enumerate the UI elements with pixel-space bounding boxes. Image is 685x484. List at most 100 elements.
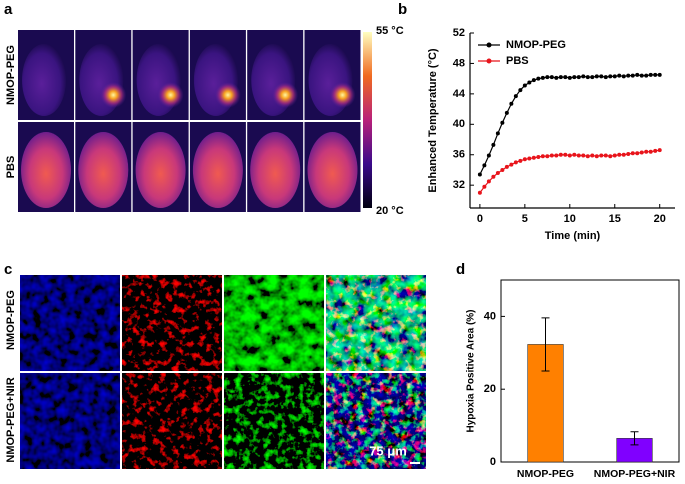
panel-label: b — [398, 1, 407, 18]
thermal-body — [135, 132, 186, 208]
point — [522, 157, 527, 162]
scale-bar — [410, 462, 420, 464]
point — [603, 153, 608, 158]
point — [590, 75, 595, 80]
point — [549, 153, 554, 158]
panel-label: a — [4, 1, 13, 18]
y-tick-label: 36 — [453, 149, 465, 161]
point — [639, 73, 644, 78]
point — [603, 75, 608, 80]
point — [608, 154, 613, 159]
fluorescence-signal — [326, 275, 426, 371]
thermal-body — [307, 132, 358, 208]
point — [639, 150, 644, 155]
point — [495, 171, 500, 175]
point — [491, 142, 496, 147]
point — [626, 151, 631, 156]
point — [482, 184, 487, 189]
fluorescence-signal — [122, 275, 222, 371]
point — [509, 162, 514, 167]
panel-label: d — [456, 261, 465, 278]
point — [648, 72, 653, 77]
scale-bar-label: 75 μm — [369, 443, 407, 458]
panel-label: c — [4, 261, 12, 278]
point — [504, 110, 509, 115]
point — [531, 155, 536, 160]
point — [621, 152, 626, 157]
point — [540, 75, 545, 80]
point — [531, 78, 536, 83]
fluorescence-signal — [224, 373, 324, 469]
point — [657, 72, 662, 77]
point — [635, 72, 640, 77]
point — [558, 75, 563, 80]
point — [617, 73, 622, 78]
y-tick-label: 0 — [490, 456, 496, 468]
point — [536, 155, 541, 160]
point — [545, 75, 550, 80]
point — [536, 76, 541, 81]
point — [644, 73, 649, 78]
legend-marker — [486, 42, 492, 48]
point — [495, 131, 500, 136]
y-tick-label: 40 — [453, 118, 465, 130]
point — [585, 75, 590, 80]
point — [576, 75, 581, 80]
point — [500, 167, 505, 172]
x-tick-label: 0 — [477, 213, 483, 225]
x-tick-label: NMOP-PEG+NIR — [594, 468, 676, 480]
error-bar — [630, 431, 639, 446]
point — [527, 156, 532, 161]
point — [491, 174, 496, 179]
point — [612, 153, 617, 158]
point — [594, 74, 599, 79]
point — [617, 152, 622, 157]
point — [540, 154, 545, 159]
point — [554, 75, 559, 80]
y-tick-label: 20 — [484, 383, 496, 395]
point — [522, 83, 527, 88]
colorbar-label: 20 °C — [376, 205, 404, 217]
thermal-body — [250, 132, 301, 208]
point — [513, 94, 518, 99]
legend-label: PBS — [506, 55, 529, 67]
thermal-body — [22, 44, 66, 116]
fluorescence-signal — [224, 275, 324, 371]
thermal-hotspot — [329, 82, 356, 108]
thermal-hotspot — [157, 82, 184, 108]
thermal-body — [192, 132, 243, 208]
point — [599, 74, 604, 79]
point — [563, 75, 568, 80]
point — [527, 80, 532, 85]
fluorescence-signal — [20, 373, 120, 469]
y-tick-label: 32 — [453, 179, 465, 191]
colorbar-label: 55 °C — [376, 25, 404, 37]
point — [585, 154, 590, 159]
point — [477, 190, 482, 195]
thermal-hotspot — [272, 82, 299, 108]
point — [545, 154, 550, 159]
point — [626, 73, 631, 78]
x-tick-label: 5 — [522, 213, 528, 225]
fluorescence-signal — [326, 373, 426, 469]
x-tick-label: 20 — [654, 213, 666, 225]
point — [563, 152, 568, 157]
x-tick-label: NMOP-PEG — [517, 468, 574, 480]
error-bar — [541, 317, 550, 372]
x-axis-title: Time (min) — [545, 230, 601, 242]
point — [572, 152, 577, 157]
point — [608, 74, 613, 79]
point — [657, 148, 662, 153]
point — [509, 101, 514, 106]
thermal-body — [78, 132, 129, 208]
point — [567, 153, 572, 158]
point — [581, 74, 586, 79]
row-label: PBS — [5, 156, 17, 179]
point — [594, 154, 599, 159]
point — [612, 74, 617, 79]
point — [518, 88, 523, 93]
row-label: NMOP-PEG — [5, 290, 17, 350]
legend-marker — [486, 58, 492, 64]
point — [630, 151, 635, 156]
point — [518, 158, 523, 163]
